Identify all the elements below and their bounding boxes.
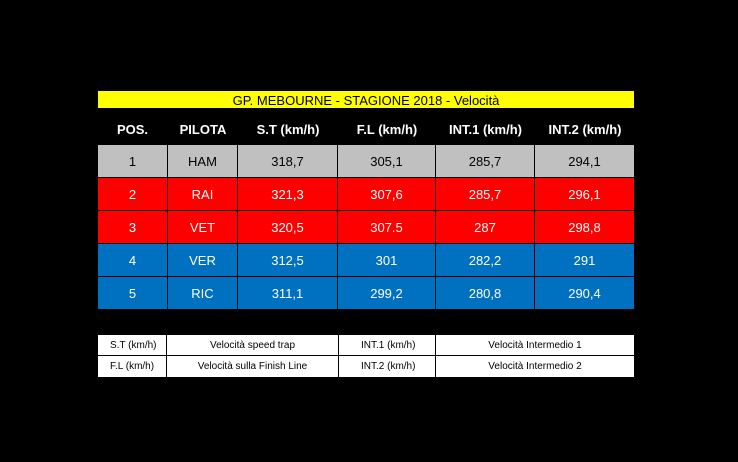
cell-driver: VER: [168, 244, 238, 277]
legend-description: Velocità Intermedio 2: [436, 356, 635, 378]
cell-finish-line: 305,1: [338, 145, 436, 178]
legend-description: Velocità sulla Finish Line: [167, 356, 339, 378]
legend-abbr: INT.1 (km/h): [339, 334, 436, 356]
cell-speed-trap: 312,5: [238, 244, 338, 277]
legend-abbr: F.L (km/h): [97, 356, 167, 378]
table-row: 3 VET 320,5 307.5 287 298,8: [97, 211, 635, 244]
cell-int1: 285,7: [436, 145, 535, 178]
cell-speed-trap: 320,5: [238, 211, 338, 244]
cell-driver: RIC: [168, 277, 238, 310]
cell-int2: 296,1: [535, 178, 635, 211]
legend-table: S.T (km/h) Velocità speed trap INT.1 (km…: [97, 334, 635, 378]
cell-finish-line: 299,2: [338, 277, 436, 310]
table-row: 4 VER 312,5 301 282,2 291: [97, 244, 635, 277]
cell-speed-trap: 311,1: [238, 277, 338, 310]
header-int2: INT.2 (km/h): [548, 121, 622, 137]
cell-int1: 280,8: [436, 277, 535, 310]
cell-int2: 298,8: [535, 211, 635, 244]
legend-row: S.T (km/h) Velocità speed trap INT.1 (km…: [97, 334, 635, 356]
cell-pos: 1: [97, 145, 168, 178]
header-speed-trap: S.T (km/h): [256, 121, 320, 137]
header-finish-line: F.L (km/h): [356, 121, 418, 137]
cell-pos: 3: [97, 211, 168, 244]
cell-driver: RAI: [168, 178, 238, 211]
cell-pos: 5: [97, 277, 168, 310]
cell-speed-trap: 321,3: [238, 178, 338, 211]
cell-driver: VET: [168, 211, 238, 244]
results-table: 1 HAM 318,7 305,1 285,7 294,1 2 RAI 321,…: [97, 145, 635, 310]
table-header: POS. PILOTA S.T (km/h) F.L (km/h) INT.1 …: [97, 113, 635, 145]
cell-int1: 285,7: [436, 178, 535, 211]
cell-pos: 4: [97, 244, 168, 277]
cell-int2: 290,4: [535, 277, 635, 310]
legend-abbr: INT.2 (km/h): [339, 356, 436, 378]
cell-int2: 294,1: [535, 145, 635, 178]
header-int1: INT.1 (km/h): [449, 121, 522, 137]
legend-row: F.L (km/h) Velocità sulla Finish Line IN…: [97, 356, 635, 378]
header-driver: PILOTA: [179, 121, 227, 137]
table-row: 5 RIC 311,1 299,2 280,8 290,4: [97, 277, 635, 310]
legend-description: Velocità Intermedio 1: [436, 334, 635, 356]
cell-int2: 291: [535, 244, 635, 277]
cell-int1: 287: [436, 211, 535, 244]
cell-finish-line: 307.5: [338, 211, 436, 244]
table-row: 2 RAI 321,3 307,6 285,7 296,1: [97, 178, 635, 211]
cell-driver: HAM: [168, 145, 238, 178]
cell-int1: 282,2: [436, 244, 535, 277]
header-pos: POS.: [116, 121, 149, 137]
legend-abbr: S.T (km/h): [97, 334, 167, 356]
cell-finish-line: 301: [338, 244, 436, 277]
cell-pos: 2: [97, 178, 168, 211]
table-title: GP. MEBOURNE - STAGIONE 2018 - Velocità: [97, 90, 635, 109]
legend-description: Velocità speed trap: [167, 334, 339, 356]
cell-finish-line: 307,6: [338, 178, 436, 211]
cell-speed-trap: 318,7: [238, 145, 338, 178]
table-row: 1 HAM 318,7 305,1 285,7 294,1: [97, 145, 635, 178]
